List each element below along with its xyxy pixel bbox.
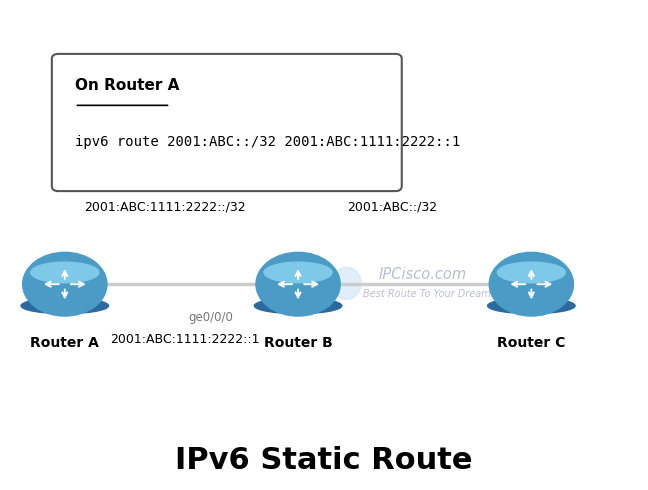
Text: Best Route To Your Dreams: Best Route To Your Dreams (363, 289, 496, 299)
Polygon shape (332, 267, 361, 299)
Text: IPv6 Static Route: IPv6 Static Route (175, 446, 473, 475)
FancyBboxPatch shape (52, 54, 402, 191)
Ellipse shape (254, 298, 342, 314)
Text: 2001:ABC::/32: 2001:ABC::/32 (347, 200, 437, 213)
Circle shape (489, 252, 573, 316)
Text: 2001:ABC:1111:2222::/32: 2001:ABC:1111:2222::/32 (84, 200, 246, 213)
Circle shape (23, 252, 107, 316)
Text: Router A: Router A (30, 336, 99, 350)
Text: On Router A: On Router A (75, 78, 179, 94)
Text: Router B: Router B (264, 336, 332, 350)
Ellipse shape (264, 262, 332, 283)
Text: IPCisco.com: IPCisco.com (379, 267, 467, 282)
Text: 2001:ABC:1111:2222::1: 2001:ABC:1111:2222::1 (110, 333, 259, 346)
Ellipse shape (31, 262, 98, 283)
Text: ipv6 route 2001:ABC::/32 2001:ABC:1111:2222::1: ipv6 route 2001:ABC::/32 2001:ABC:1111:2… (75, 135, 460, 149)
Ellipse shape (487, 298, 575, 314)
Text: ge0/0/0: ge0/0/0 (188, 311, 233, 324)
Text: Router C: Router C (497, 336, 566, 350)
Ellipse shape (21, 298, 108, 314)
Ellipse shape (498, 262, 565, 283)
Circle shape (256, 252, 340, 316)
